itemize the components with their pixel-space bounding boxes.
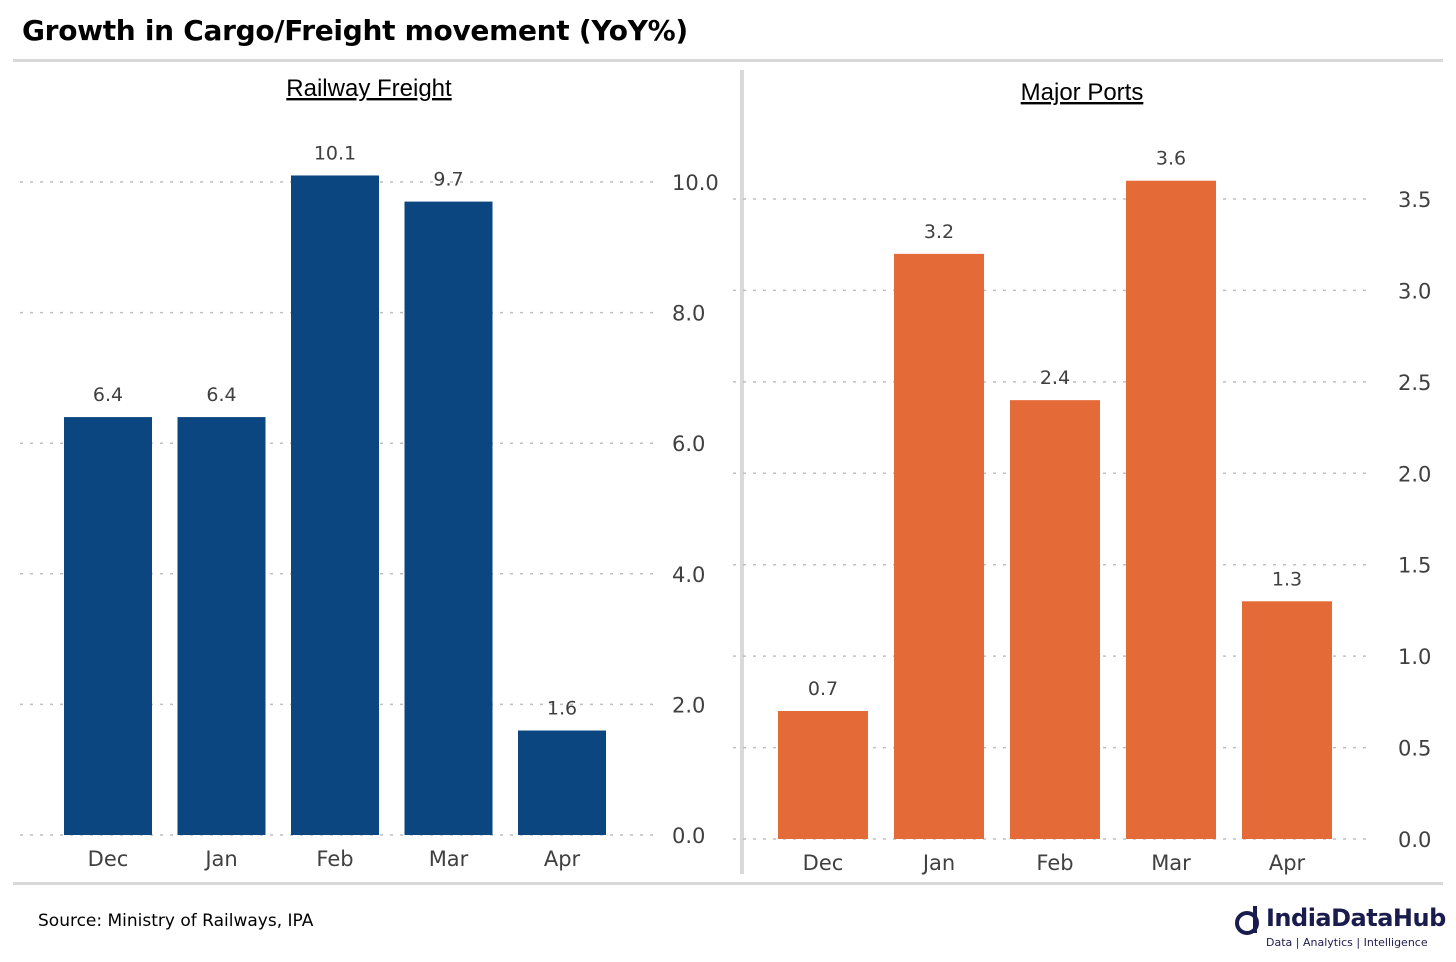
bar-1-mar <box>1126 180 1216 839</box>
x-tick-label-0-4: Apr <box>544 847 581 871</box>
y-tick-label-0-4: 8.0 <box>672 302 705 326</box>
bar-0-jan <box>177 417 266 835</box>
bottom-divider <box>13 882 1443 885</box>
y-tick-label-0-1: 2.0 <box>672 693 705 717</box>
y-tick-label-0-3: 6.0 <box>672 432 705 456</box>
data-label-1-0: 0.7 <box>808 678 838 700</box>
top-divider <box>13 59 1443 62</box>
bar-1-jan <box>894 253 984 839</box>
source-note: Source: Ministry of Railways, IPA <box>38 911 314 931</box>
panel-divider <box>740 70 744 874</box>
data-label-1-4: 1.3 <box>1272 568 1302 590</box>
bar-0-dec <box>64 417 152 835</box>
data-label-1-2: 2.4 <box>1040 367 1070 389</box>
bar-0-apr <box>518 730 606 835</box>
data-label-0-1: 6.4 <box>206 384 236 406</box>
data-label-1-1: 3.2 <box>924 221 954 243</box>
logo-mark-icon <box>1235 906 1259 935</box>
x-tick-label-1-0: Dec <box>803 851 844 875</box>
y-tick-label-1-5: 2.5 <box>1398 371 1431 395</box>
x-tick-label-0-0: Dec <box>88 847 129 871</box>
data-label-1-3: 3.6 <box>1156 148 1186 170</box>
panel-title-0: Railway Freight <box>286 75 452 102</box>
y-tick-label-1-3: 1.5 <box>1398 554 1431 578</box>
panel-title-1: Major Ports <box>1021 79 1144 106</box>
data-label-0-2: 10.1 <box>314 142 356 164</box>
y-tick-label-1-7: 3.5 <box>1398 188 1431 212</box>
bar-0-mar <box>404 201 493 836</box>
data-label-0-0: 6.4 <box>93 384 123 406</box>
x-tick-label-1-3: Mar <box>1151 851 1191 875</box>
bar-1-feb <box>1010 400 1100 839</box>
x-tick-label-1-4: Apr <box>1269 851 1306 875</box>
x-tick-label-0-2: Feb <box>316 847 353 871</box>
x-tick-label-0-3: Mar <box>429 847 469 871</box>
bar-0-feb <box>291 175 379 836</box>
logo-name: IndiaDataHub <box>1266 904 1446 932</box>
logo-tagline: Data | Analytics | Intelligence <box>1266 936 1428 949</box>
y-tick-label-1-4: 2.0 <box>1398 462 1431 486</box>
brand-logo: IndiaDataHub Data | Analytics | Intellig… <box>1234 900 1449 956</box>
bar-1-dec <box>778 711 868 839</box>
page-title: Growth in Cargo/Freight movement (YoY%) <box>22 14 688 47</box>
bar-1-apr <box>1242 601 1332 839</box>
data-label-0-4: 1.6 <box>547 698 577 720</box>
x-tick-label-1-1: Jan <box>921 851 955 875</box>
x-tick-label-0-1: Jan <box>203 847 237 871</box>
y-tick-label-0-2: 4.0 <box>672 563 705 587</box>
y-tick-label-0-0: 0.0 <box>672 824 705 848</box>
data-label-0-3: 9.7 <box>433 169 463 191</box>
y-tick-label-0-5: 10.0 <box>672 171 719 195</box>
y-tick-label-1-6: 3.0 <box>1398 279 1431 303</box>
y-tick-label-1-0: 0.0 <box>1398 828 1431 852</box>
x-tick-label-1-2: Feb <box>1036 851 1073 875</box>
y-tick-label-1-1: 0.5 <box>1398 737 1431 761</box>
y-tick-label-1-2: 1.0 <box>1398 645 1431 669</box>
